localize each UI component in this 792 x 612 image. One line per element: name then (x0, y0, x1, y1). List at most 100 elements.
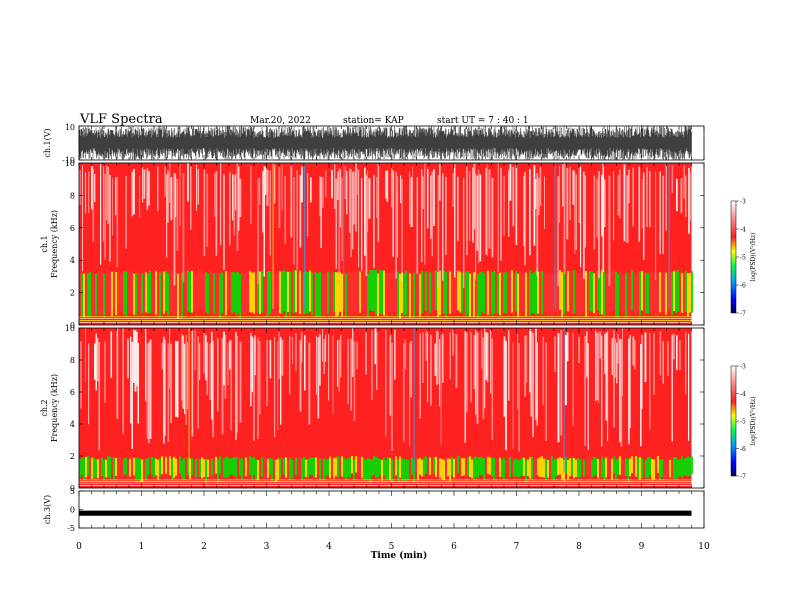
spectrogram-streak (361, 178, 363, 271)
spectrogram-cell (155, 458, 157, 476)
spectrogram-cell (565, 456, 567, 474)
spectrogram-streak (464, 331, 466, 443)
spectrogram-streak (488, 169, 491, 249)
spectrogram-streak (536, 342, 538, 426)
spectrogram-cell (121, 458, 123, 481)
spectrogram-streak (122, 328, 124, 435)
spectrogram-cell (195, 273, 197, 319)
spectrogram-cell (177, 458, 179, 481)
spectrogram-ch1 (79, 163, 693, 325)
spectrogram-cell (89, 271, 91, 317)
spectrogram-streak (535, 328, 537, 420)
spectrogram-cell (259, 459, 261, 477)
spectrogram-cell (659, 272, 661, 313)
spectrogram-cell (393, 270, 395, 312)
spectrogram-cell (167, 273, 169, 316)
spectrogram-cell (597, 270, 599, 311)
spectrogram-streak (80, 341, 82, 409)
spectrogram-streak (497, 163, 500, 273)
spectrogram-cell (523, 457, 525, 476)
spectrogram-cell (487, 270, 489, 315)
spectrogram-streak (263, 166, 266, 277)
spectrogram-cell (299, 270, 301, 314)
spectrogram-streak (127, 338, 129, 379)
spectrogram-cell (529, 456, 531, 479)
spectrogram-cell (397, 459, 399, 481)
spectrogram-cell (153, 457, 155, 478)
spectrogram-cell (335, 272, 337, 318)
spectrogram-streak (301, 332, 303, 363)
spectrogram-cell (323, 458, 325, 480)
spectrogram-cell (175, 272, 177, 314)
spectrogram-cell (119, 272, 121, 315)
spectrogram-cell (665, 272, 667, 315)
spectrogram-streak (163, 336, 165, 444)
spectrogram-cell (451, 456, 453, 476)
spectrogram-streak (239, 178, 242, 218)
spectrogram-streak (584, 175, 587, 248)
spectrogram-streak (523, 176, 525, 247)
spectrogram-streak (301, 166, 303, 203)
spectrogram-streak (476, 175, 479, 251)
spectrogram-cell (541, 456, 543, 478)
spectrogram-streak (253, 338, 255, 441)
spectrogram-cell (181, 272, 183, 318)
spectrogram-streak (529, 169, 531, 256)
spectrogram-cell (573, 270, 575, 314)
spectrogram-cell (131, 457, 133, 475)
spectrogram-streak (463, 178, 465, 288)
spectrogram-cell (101, 457, 103, 477)
spectrogram-cell (615, 459, 617, 481)
spectrogram-cell (463, 458, 465, 476)
spectrogram-streak (292, 336, 294, 364)
spectrogram-streak (145, 329, 147, 402)
spectrogram-cell (93, 273, 95, 316)
spectrogram-streak (391, 166, 393, 208)
spectrogram-cell (325, 272, 327, 317)
spectrogram-cell (129, 458, 131, 477)
spectrogram-cell (691, 456, 693, 474)
spectrogram-cell (567, 459, 569, 480)
spectrogram-cell (317, 457, 319, 475)
spectrogram-cell (415, 271, 417, 311)
spectrogram-cell (117, 457, 119, 480)
spectrogram-cell (257, 459, 259, 481)
spectrogram-streak (421, 169, 423, 262)
spectrogram-cell (579, 458, 581, 478)
spectrogram-cell (159, 458, 161, 477)
spectrogram-cell (237, 272, 239, 314)
x-tick-label: 9 (639, 542, 645, 552)
spectrogram-streak (439, 339, 441, 407)
spectrogram-cell (631, 270, 633, 311)
spectrogram-cell (537, 458, 539, 476)
spectrogram-cell (325, 459, 327, 477)
x-tick-label: 5 (389, 542, 395, 552)
spectrogram-cell (155, 271, 157, 315)
spectrogram-streak (503, 176, 505, 236)
spectrogram-cell (185, 271, 187, 315)
spectrogram-cell (375, 270, 377, 315)
spectrogram-cell (691, 270, 693, 313)
spectrogram-cell (481, 271, 483, 313)
spectrogram-cell (527, 459, 529, 477)
spectrogram-cell (655, 457, 657, 476)
spectrogram-cell (285, 272, 287, 318)
spectrogram-streak (667, 341, 669, 376)
spectrogram-streak (229, 172, 231, 246)
spectrogram-cell (375, 456, 377, 478)
spectrogram-cell (99, 272, 101, 317)
spectrogram-streak (320, 177, 322, 248)
spectrogram-streak (338, 339, 340, 392)
spectrogram-streak (239, 341, 242, 423)
spectrogram-cell (479, 456, 481, 475)
spectrogram-streak (557, 176, 559, 287)
spectrogram-streak (259, 178, 261, 205)
spectrogram-cell (555, 272, 557, 312)
spectrogram-cell (567, 271, 569, 312)
spectrogram-cell (149, 456, 151, 474)
spectrogram-streak (98, 341, 100, 451)
spectrogram-streak (530, 331, 532, 417)
spectrogram-cell (309, 457, 311, 475)
spectrogram-cell (443, 459, 445, 480)
